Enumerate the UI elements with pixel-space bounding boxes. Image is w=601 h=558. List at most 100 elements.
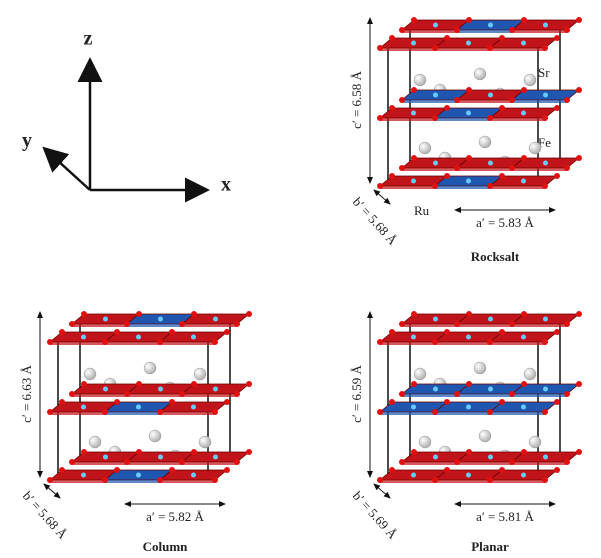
o-atom [411,381,417,387]
sheet-edge [380,48,435,51]
sheet-edge [380,412,435,415]
b-label: b′ = 5.69 Å [350,488,401,542]
fe-atom [466,41,471,46]
o-atom [114,399,120,405]
o-atom [399,321,405,327]
fe-atom [521,473,526,478]
sheet-edge [490,412,545,415]
fe-atom [433,455,438,460]
fe-atom [466,405,471,410]
sr-atom [194,368,206,380]
atom-label: Sr [538,65,550,80]
o-atom [124,391,130,397]
sheet-edge [457,462,512,465]
o-atom [389,399,395,405]
sheet-edge [512,324,567,327]
y-axis [46,150,90,190]
fe-atom [543,161,548,166]
o-atom [246,311,252,317]
sheet-edge [402,462,457,465]
o-atom [212,409,218,415]
o-atom [487,183,493,189]
o-atom [377,45,383,51]
o-atom [169,467,175,473]
o-atom [499,467,505,473]
o-atom [157,339,163,345]
o-atom [377,477,383,483]
o-atom [389,105,395,111]
o-atom [554,35,560,41]
sheet-edge [50,412,105,415]
o-atom [69,391,75,397]
o-atom [554,467,560,473]
fe-atom [81,473,86,478]
o-atom [179,321,185,327]
sr-atom [529,142,541,154]
sheet-edge [105,412,160,415]
axes-diagram [46,62,205,190]
o-atom [432,409,438,415]
sheet-edge [435,118,490,121]
fe-atom [213,387,218,392]
sheet-edge [50,342,105,345]
o-atom [399,97,405,103]
o-atom [399,459,405,465]
o-atom [466,311,472,317]
fe-atom [103,387,108,392]
o-atom [576,311,582,317]
fe-atom [543,23,548,28]
o-atom [564,27,570,33]
o-atom [47,477,53,483]
o-atom [102,409,108,415]
fe-atom [103,317,108,322]
sr-atom [84,368,96,380]
fe-atom [466,335,471,340]
o-atom [234,321,240,327]
y-label: y [22,130,32,152]
fe-atom [411,41,416,46]
o-atom [432,183,438,189]
sr-atom [419,142,431,154]
a-label: a′ = 5.81 Å [476,509,534,524]
o-atom [169,399,175,405]
o-atom [224,399,230,405]
o-atom [81,311,87,317]
o-atom [487,45,493,51]
fe-atom [411,179,416,184]
sr-atom [414,74,426,86]
sheet-edge [160,412,215,415]
fe-atom [158,387,163,392]
o-atom [114,467,120,473]
o-atom [564,165,570,171]
sr-atom [199,436,211,448]
o-atom [179,391,185,397]
o-atom [246,449,252,455]
sheet-edge [490,118,545,121]
panel-title: Rocksalt [471,249,520,264]
sheet-edge [512,394,567,397]
sheet-edge [127,394,182,397]
fe-atom [433,387,438,392]
fe-atom [411,405,416,410]
fe-atom [433,93,438,98]
o-atom [432,477,438,483]
o-atom [554,329,560,335]
o-atom [179,459,185,465]
o-atom [454,459,460,465]
o-atom [542,477,548,483]
sheet-edge [182,394,237,397]
o-atom [509,321,515,327]
sheet-edge [182,324,237,327]
o-atom [411,155,417,161]
o-atom [191,381,197,387]
o-atom [169,329,175,335]
o-atom [509,27,515,33]
o-atom [102,477,108,483]
fe-atom [81,335,86,340]
o-atom [466,155,472,161]
fe-atom [543,455,548,460]
o-atom [81,449,87,455]
o-atom [59,467,65,473]
sheet-edge [435,480,490,483]
sheet-edge [402,100,457,103]
